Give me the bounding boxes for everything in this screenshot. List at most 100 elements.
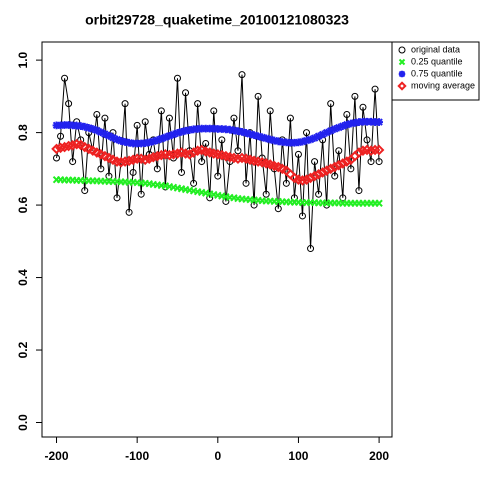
- legend-label: 0.75 quantile: [411, 68, 463, 78]
- data-point: [177, 127, 186, 136]
- data-point: [278, 138, 287, 146]
- data-point: [242, 129, 250, 137]
- data-point: [164, 149, 175, 161]
- data-point: [157, 134, 166, 143]
- data-point: [353, 147, 365, 158]
- data-point: [307, 245, 315, 253]
- data-point: [355, 118, 363, 126]
- data-point: [123, 155, 135, 167]
- data-point: [298, 212, 306, 220]
- data-point: [52, 121, 61, 130]
- data-point: [105, 172, 113, 180]
- data-point: [121, 100, 129, 108]
- data-point: [210, 107, 218, 115]
- data-point: [290, 138, 299, 147]
- data-point: [262, 190, 270, 198]
- data-point: [88, 125, 97, 133]
- data-point: [274, 205, 282, 213]
- data-point: [331, 172, 339, 180]
- data-point: [351, 92, 359, 100]
- data-point: [375, 199, 383, 207]
- legend-marker: [398, 58, 406, 66]
- data-point: [238, 71, 246, 79]
- data-point: [367, 117, 375, 126]
- data-point: [317, 167, 328, 178]
- legend: original data 0.25 quantile 0.75 quantile m…: [391, 41, 480, 101]
- data-point: [355, 187, 363, 195]
- y-tick-label: 1.0: [16, 51, 30, 68]
- data-point: [201, 124, 210, 133]
- data-point: [133, 139, 142, 148]
- data-point: [198, 158, 206, 166]
- data-point: [153, 136, 162, 145]
- data-point: [282, 138, 291, 147]
- data-point: [165, 114, 173, 122]
- data-point: [178, 168, 186, 176]
- data-point: [270, 136, 279, 145]
- data-point: [315, 190, 323, 198]
- data-point: [254, 132, 263, 141]
- data-point: [363, 136, 371, 144]
- data-point: [69, 158, 77, 166]
- data-point: [318, 130, 327, 139]
- data-point: [301, 174, 312, 186]
- x-tick-label: 100: [288, 449, 308, 463]
- data-point: [232, 153, 244, 165]
- data-point: [217, 125, 226, 133]
- legend-marker: [398, 70, 406, 78]
- legend-box: [391, 41, 480, 101]
- data-point: [172, 148, 183, 159]
- data-point: [294, 138, 303, 147]
- data-point: [230, 126, 238, 135]
- data-point: [305, 172, 316, 184]
- data-point: [333, 159, 345, 171]
- data-point: [84, 123, 93, 132]
- data-point: [161, 133, 170, 142]
- data-point: [213, 125, 222, 133]
- data-point: [92, 126, 101, 135]
- data-point: [274, 137, 283, 146]
- data-point: [105, 131, 113, 140]
- data-point: [351, 118, 359, 127]
- x-tick-label: 0: [214, 449, 221, 463]
- data-point: [65, 100, 73, 108]
- data-point: [101, 114, 109, 122]
- data-point: [125, 208, 133, 216]
- data-point: [371, 118, 379, 126]
- data-point: [335, 147, 343, 155]
- data-point: [258, 133, 267, 142]
- data-point: [153, 165, 161, 173]
- x-tick-label: 200: [369, 449, 389, 463]
- data-point: [60, 121, 69, 129]
- legend-label: moving average: [411, 80, 475, 90]
- data-point: [334, 123, 343, 132]
- data-point: [218, 136, 226, 144]
- data-point: [61, 74, 69, 82]
- legend-marker: [397, 81, 407, 91]
- data-point: [330, 125, 339, 133]
- data-point: [117, 137, 125, 145]
- y-tick-label: 0.6: [16, 196, 30, 213]
- data-point: [185, 126, 194, 134]
- data-point: [80, 122, 89, 131]
- y-tick-label: 0.0: [16, 414, 30, 431]
- data-point: [221, 125, 230, 134]
- x-tick-label: -200: [45, 449, 69, 463]
- data-point: [359, 117, 367, 126]
- data-point: [57, 132, 65, 140]
- data-point: [141, 139, 150, 148]
- data-point: [254, 92, 262, 100]
- y-tick-label: 0.2: [16, 341, 30, 358]
- data-point: [222, 197, 230, 205]
- data-point: [139, 154, 151, 166]
- data-point: [242, 179, 250, 187]
- data-point: [121, 138, 129, 146]
- data-point: [375, 118, 383, 126]
- data-point: [373, 144, 385, 156]
- y-tick-label: 0.8: [16, 124, 30, 141]
- data-point: [286, 114, 294, 122]
- data-point: [302, 136, 311, 145]
- data-point: [76, 122, 85, 130]
- data-point: [329, 161, 341, 173]
- data-point: [101, 130, 109, 138]
